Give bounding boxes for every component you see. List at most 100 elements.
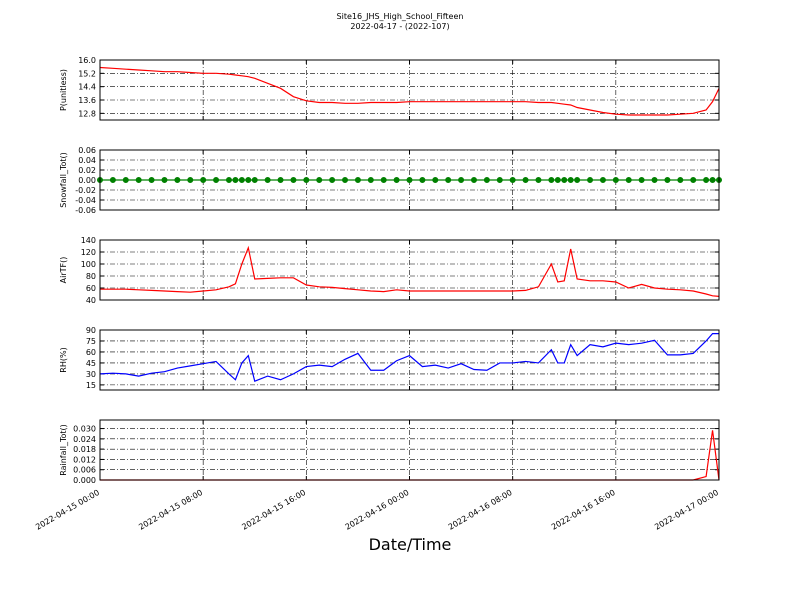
y-tick-label: 0.00 xyxy=(78,176,96,185)
x-tick-label: 2022-04-15 08:00 xyxy=(137,488,204,532)
data-point xyxy=(251,177,258,183)
y-tick-label: 30 xyxy=(86,370,96,379)
chart-title: Site16_JHS_High_School_Fifteen xyxy=(337,12,464,21)
y-tick-label: 0.030 xyxy=(73,425,96,434)
y-tick-label: 0.024 xyxy=(73,435,96,444)
y-tick-label: 0.000 xyxy=(73,476,96,485)
x-tick-label: 2022-04-16 16:00 xyxy=(550,488,617,532)
data-point xyxy=(638,177,645,183)
y-tick-label: 80 xyxy=(86,272,96,281)
data-point xyxy=(709,177,716,183)
plot-frame xyxy=(99,419,720,481)
data-point xyxy=(354,177,361,183)
data-point xyxy=(458,177,465,183)
plot-frame xyxy=(99,329,720,391)
data-point xyxy=(522,177,529,183)
plot-frame xyxy=(99,149,720,211)
data-point xyxy=(290,177,297,183)
data-point xyxy=(316,177,323,183)
data-point xyxy=(232,177,239,183)
data-point xyxy=(561,177,568,183)
y-tick-label: 0.018 xyxy=(73,445,96,454)
y-tick-label: 45 xyxy=(86,359,96,368)
data-point xyxy=(367,177,374,183)
data-point xyxy=(548,177,555,183)
data-point xyxy=(122,177,129,183)
y-tick-label: 60 xyxy=(86,284,96,293)
y-tick-label: 13.6 xyxy=(78,96,96,105)
data-point xyxy=(625,177,632,183)
y-tick-label: 14.4 xyxy=(78,83,96,92)
data-point xyxy=(612,177,619,183)
data-point xyxy=(225,177,232,183)
y-axis-title: AirTF() xyxy=(59,257,68,284)
y-tick-label: 60 xyxy=(86,348,96,357)
data-point xyxy=(380,177,387,183)
data-point xyxy=(148,177,155,183)
y-tick-label: 0.02 xyxy=(78,166,96,175)
x-tick-label: 2022-04-16 08:00 xyxy=(447,488,514,532)
y-tick-label: 15 xyxy=(86,381,96,390)
data-point xyxy=(329,177,336,183)
y-tick-label: 0.06 xyxy=(78,146,96,155)
data-point xyxy=(174,177,181,183)
data-line xyxy=(100,245,720,297)
data-point xyxy=(303,177,310,183)
data-line xyxy=(99,333,719,383)
data-point xyxy=(238,177,245,183)
chart-subtitle: 2022-04-17 - (2022-107) xyxy=(350,22,449,31)
data-point xyxy=(651,177,658,183)
data-point xyxy=(664,177,671,183)
data-point xyxy=(554,177,561,183)
data-point xyxy=(213,177,220,183)
x-tick-label: 2022-04-16 00:00 xyxy=(344,488,411,532)
data-point xyxy=(432,177,439,183)
data-point xyxy=(483,177,490,183)
data-point xyxy=(135,177,142,183)
data-point xyxy=(264,177,271,183)
y-tick-label: 0.012 xyxy=(73,455,96,464)
data-point xyxy=(187,177,194,183)
data-point xyxy=(277,177,284,183)
y-tick-label: 0.006 xyxy=(73,466,96,475)
data-point xyxy=(161,177,168,183)
y-tick-label: 90 xyxy=(86,326,96,335)
data-point xyxy=(342,177,349,183)
x-tick-label: 2022-04-15 16:00 xyxy=(240,488,307,532)
data-line xyxy=(99,66,720,116)
data-point xyxy=(703,177,710,183)
data-point xyxy=(535,177,542,183)
data-point xyxy=(599,177,606,183)
data-point xyxy=(109,177,116,183)
data-point xyxy=(496,177,503,183)
data-point xyxy=(677,177,684,183)
y-tick-label: -0.04 xyxy=(75,196,96,205)
data-point xyxy=(200,177,207,183)
x-tick-label: 2022-04-15 00:00 xyxy=(34,488,101,532)
y-tick-label: 100 xyxy=(81,260,96,269)
data-point xyxy=(406,177,413,183)
y-tick-label: 0.04 xyxy=(78,156,96,165)
y-tick-label: 16.0 xyxy=(78,56,96,65)
data-point xyxy=(690,177,697,183)
y-tick-label: 120 xyxy=(81,248,96,257)
y-axis-title: Rainfall_Tot() xyxy=(59,424,68,476)
plot-frame xyxy=(99,59,720,121)
y-tick-label: 40 xyxy=(86,296,96,305)
data-point xyxy=(574,177,581,183)
x-axis-title: Date/Time xyxy=(369,535,452,554)
y-tick-label: 12.8 xyxy=(78,109,96,118)
data-point xyxy=(245,177,252,183)
data-point xyxy=(470,177,477,183)
data-point xyxy=(567,177,574,183)
data-point xyxy=(445,177,452,183)
data-point xyxy=(419,177,426,183)
y-tick-label: 140 xyxy=(81,236,96,245)
y-tick-label: 15.2 xyxy=(78,69,96,78)
y-axis-title: P(unitless) xyxy=(59,69,68,111)
x-tick-label: 2022-04-17 00:00 xyxy=(653,488,720,532)
y-tick-label: 75 xyxy=(86,337,96,346)
y-tick-label: -0.02 xyxy=(75,186,96,195)
y-axis-title: Snowfall_Tot() xyxy=(59,152,68,208)
